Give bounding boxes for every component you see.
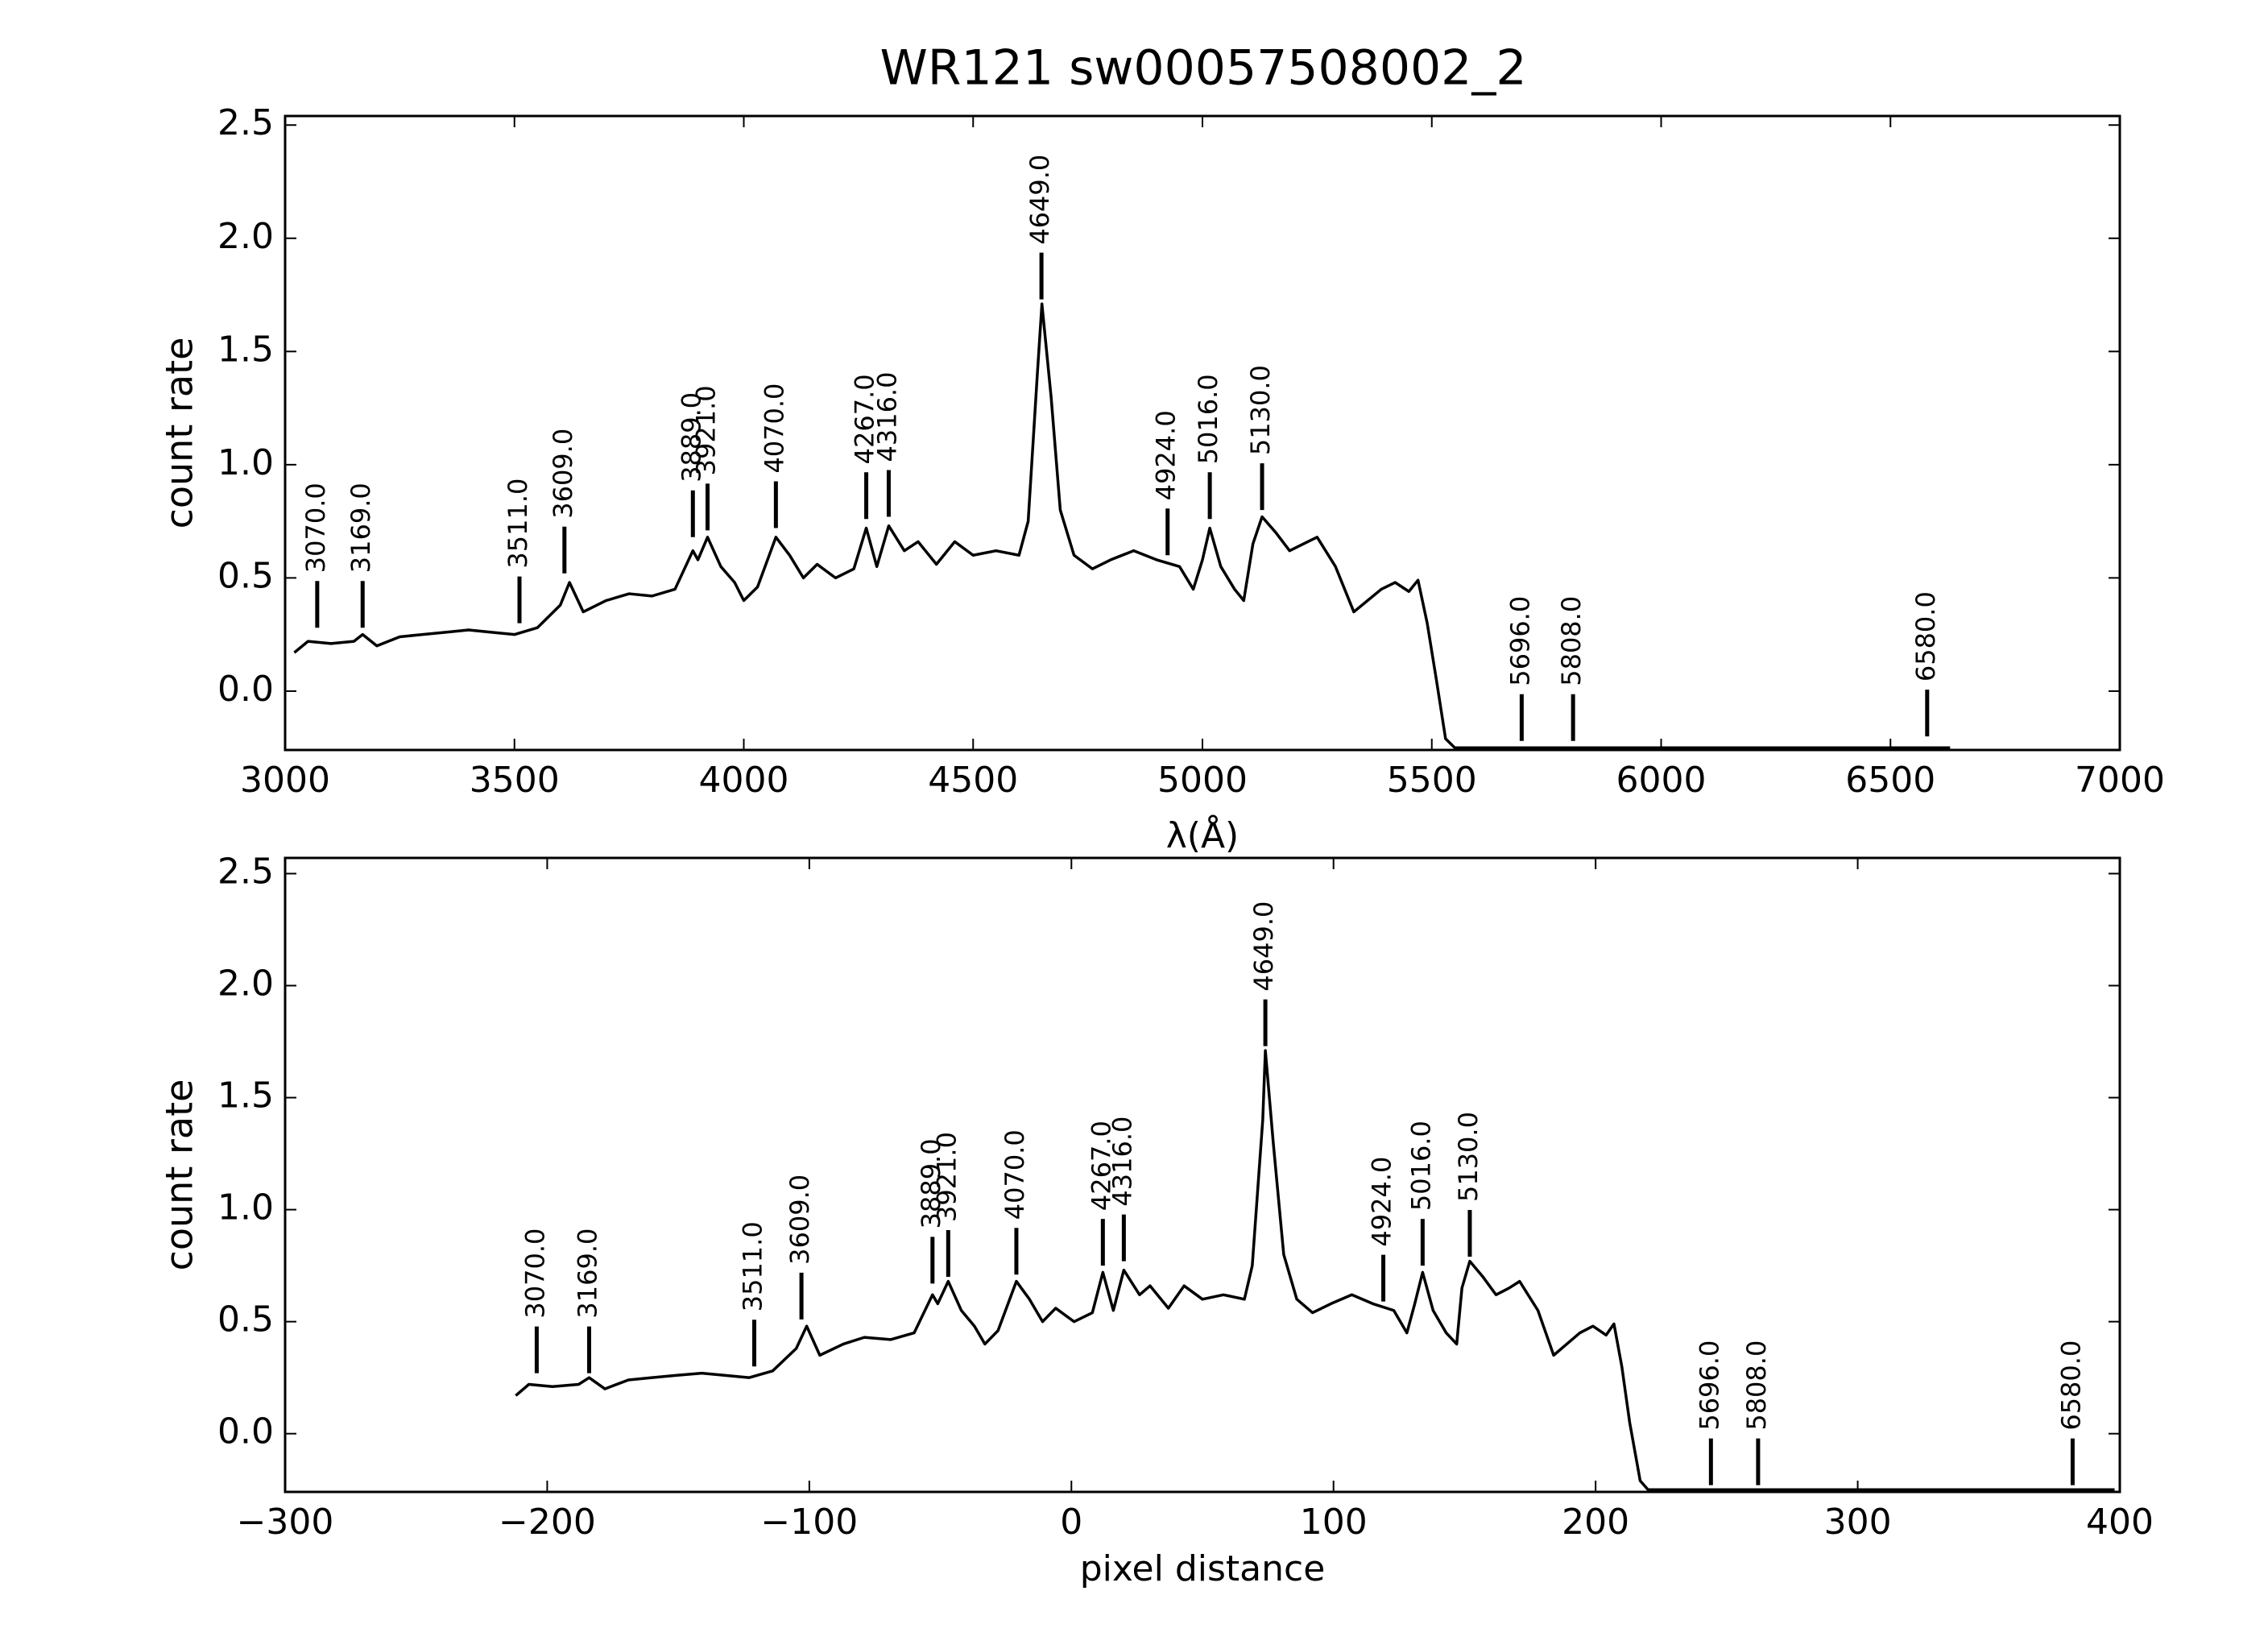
- line-label: 3921.0: [691, 385, 722, 475]
- y-tick-label: 1.5: [217, 329, 274, 370]
- line-label: 3889.0: [916, 1138, 946, 1228]
- line-label: 3169.0: [572, 1228, 602, 1319]
- line-label: 4924.0: [1367, 1157, 1397, 1247]
- line-label: 3511.0: [503, 479, 533, 569]
- x-tick-label: 5500: [1387, 760, 1477, 801]
- line-label: 3070.0: [519, 1228, 550, 1319]
- y-tick-label: 2.5: [217, 102, 274, 143]
- x-tick-label: 5000: [1157, 760, 1248, 801]
- line-label: 4070.0: [999, 1129, 1030, 1220]
- x-tick-label: 6000: [1616, 760, 1707, 801]
- chart-title: WR121 sw00057508002_2: [879, 40, 1526, 97]
- x-tick-label: 400: [2086, 1502, 2154, 1543]
- line-label: 5130.0: [1453, 1112, 1484, 1202]
- y-tick-label: 2.5: [217, 851, 274, 892]
- y-tick-label: 1.0: [217, 442, 274, 483]
- line-label: 4924.0: [1151, 410, 1182, 500]
- line-label: 5016.0: [1405, 1121, 1436, 1211]
- line-label: 4070.0: [759, 383, 789, 474]
- spectrum-line: [293, 302, 1951, 749]
- line-label: 5696.0: [1504, 596, 1535, 686]
- x-axis-label: pixel distance: [1080, 1548, 1326, 1589]
- y-tick-label: 1.5: [217, 1075, 274, 1117]
- y-tick-label: 0.5: [217, 1299, 274, 1340]
- line-label: 4316.0: [871, 372, 902, 462]
- line-label: 5016.0: [1193, 374, 1223, 464]
- y-tick-label: 1.0: [217, 1187, 274, 1228]
- x-axis-label: λ(Å): [1166, 814, 1239, 856]
- y-tick-label: 0.5: [217, 555, 274, 596]
- plot-area: [515, 1049, 2115, 1491]
- x-tick-label: 300: [1824, 1502, 1892, 1543]
- x-tick-label: 100: [1300, 1502, 1368, 1543]
- y-axis-label: count rate: [158, 338, 201, 529]
- line-label: 3070.0: [300, 483, 331, 573]
- line-label: 3511.0: [738, 1221, 768, 1311]
- line-label: 4649.0: [1248, 901, 1279, 992]
- line-label: 3889.0: [676, 392, 706, 483]
- x-tick-label: 3000: [240, 760, 330, 801]
- y-tick-label: 0.0: [217, 1411, 274, 1452]
- y-tick-label: 2.0: [217, 216, 274, 257]
- x-tick-label: 200: [1562, 1502, 1629, 1543]
- axes-frame: [284, 856, 2121, 1494]
- line-label: 3609.0: [784, 1175, 815, 1265]
- line-label: 6580.0: [1910, 591, 1941, 682]
- x-tick-label: 7000: [2075, 760, 2165, 801]
- line-label: 5130.0: [1245, 365, 1276, 455]
- y-axis-label: count rate: [158, 1079, 201, 1271]
- line-label: 6580.0: [2055, 1340, 2086, 1431]
- line-label: 4649.0: [1024, 155, 1055, 245]
- x-tick-label: −100: [760, 1502, 858, 1543]
- axes-frame: [284, 114, 2121, 752]
- y-tick-label: 0.0: [217, 669, 274, 710]
- x-tick-label: 0: [1060, 1502, 1082, 1543]
- line-label: 5696.0: [1694, 1340, 1724, 1431]
- y-tick-label: 2.0: [217, 963, 274, 1005]
- line-label: 4316.0: [1107, 1117, 1137, 1207]
- x-tick-label: −200: [499, 1502, 596, 1543]
- line-label: 3921.0: [931, 1132, 962, 1222]
- x-tick-label: −300: [237, 1502, 334, 1543]
- line-label: 4267.0: [1086, 1121, 1116, 1211]
- x-tick-label: 3500: [470, 760, 560, 801]
- spectrum-line: [515, 1049, 2115, 1491]
- line-label: 5808.0: [1556, 596, 1587, 686]
- x-tick-label: 4500: [928, 760, 1018, 801]
- line-label: 5808.0: [1741, 1340, 1772, 1431]
- line-label: 3169.0: [346, 483, 376, 573]
- line-label: 4267.0: [850, 374, 880, 464]
- x-tick-label: 6500: [1845, 760, 1935, 801]
- x-tick-label: 4000: [699, 760, 789, 801]
- plot-area: [293, 302, 1951, 749]
- line-label: 3609.0: [548, 429, 578, 519]
